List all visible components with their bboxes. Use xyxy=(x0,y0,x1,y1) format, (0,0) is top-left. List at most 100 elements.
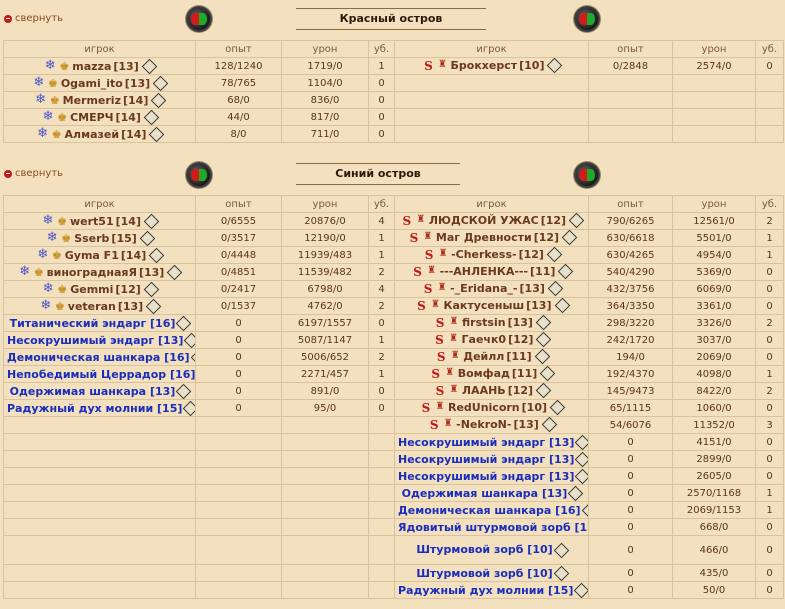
info-icon[interactable] xyxy=(176,383,192,399)
player-entry[interactable]: S ♜ Маг Древности [12] xyxy=(408,230,578,246)
info-icon[interactable] xyxy=(553,542,569,558)
info-icon[interactable] xyxy=(574,582,588,598)
info-icon[interactable] xyxy=(143,109,160,125)
player-name[interactable]: mazza xyxy=(72,59,112,73)
player-entry[interactable]: S ♜ -NekroN- [13] xyxy=(428,417,558,433)
info-icon[interactable] xyxy=(167,264,183,280)
player-entry[interactable]: ❄ ♚ Sserb [15] xyxy=(46,230,156,246)
monster-name[interactable]: Несокрушимый эндарг xyxy=(398,469,546,483)
info-icon[interactable] xyxy=(141,58,158,74)
monster-entry[interactable]: Штурмовой зорб [10] xyxy=(416,567,552,580)
info-icon[interactable] xyxy=(152,75,169,91)
monster-entry[interactable]: Несокрушимый эндарг [13] xyxy=(398,453,574,466)
monster-name[interactable]: Непобедимый Церрадор xyxy=(7,367,167,381)
info-icon[interactable] xyxy=(151,92,167,108)
monster-name[interactable]: Демоническая шанкара xyxy=(398,503,552,517)
player-name[interactable]: wert51 xyxy=(70,214,114,228)
player-entry[interactable]: ❄ ♚ Gyma F1 [14] xyxy=(37,247,165,263)
monster-name[interactable]: Радужный дух молнии xyxy=(7,401,154,415)
player-entry[interactable]: S ♜ -Cherkess- [12] xyxy=(423,247,563,262)
monster-name[interactable]: Несокрушимый эндарг xyxy=(7,333,155,347)
info-icon[interactable] xyxy=(561,230,578,246)
info-icon[interactable] xyxy=(145,298,162,314)
player-name[interactable]: firstsin xyxy=(462,315,506,329)
player-entry[interactable]: ❄ ♚ wert51 [14] xyxy=(42,213,160,229)
info-icon[interactable] xyxy=(190,349,195,365)
monster-entry[interactable]: Несокрушимый эндарг [13] xyxy=(398,470,574,483)
info-icon[interactable] xyxy=(139,230,156,246)
info-icon[interactable] xyxy=(554,298,570,314)
monster-name[interactable]: Одержимая шанкара xyxy=(9,384,147,398)
player-name[interactable]: ---АНЛЕНКА--- xyxy=(439,264,529,278)
player-name[interactable]: Gemmi xyxy=(70,282,114,296)
player-name[interactable]: -NekroN- xyxy=(456,417,512,431)
monster-name[interactable]: Радужный дух молнии xyxy=(398,583,545,597)
info-icon[interactable] xyxy=(176,315,192,331)
player-name[interactable]: -_Eridana_- xyxy=(450,281,518,295)
player-name[interactable]: СМЕРЧ xyxy=(70,110,114,124)
player-entry[interactable]: ❄ ♚ винограднаяЯ [13] xyxy=(19,264,183,280)
monster-entry[interactable]: Непобедимый Церрадор [16] xyxy=(7,368,195,381)
info-icon[interactable] xyxy=(581,502,588,518)
monster-entry[interactable]: Несокрушимый эндарг [13] xyxy=(398,436,574,449)
monster-name[interactable]: Одержимая шанкара xyxy=(401,486,539,500)
monster-entry[interactable]: Демоническая шанкара [16] xyxy=(398,504,581,517)
monster-entry[interactable]: Титанический эндарг [16] xyxy=(10,317,176,330)
player-entry[interactable]: S ♜ ЛААНЬ [12] xyxy=(434,383,552,399)
player-name[interactable]: RedUnicorn xyxy=(447,400,520,414)
player-name[interactable]: Дейлл xyxy=(463,349,505,363)
player-name[interactable]: Sserb xyxy=(74,231,110,245)
player-entry[interactable]: ❄ ♚ Gemmi [12] xyxy=(42,281,160,297)
player-entry[interactable]: ❄ ♚ veteran [13] xyxy=(40,298,162,314)
monster-entry[interactable]: Штурмовой зорб [10] xyxy=(416,543,552,556)
player-name[interactable]: ЛААНЬ xyxy=(461,383,506,397)
info-icon[interactable] xyxy=(558,264,574,280)
player-entry[interactable]: S ♜ -_Eridana_- [13] xyxy=(422,281,564,296)
player-entry[interactable]: S ♜ Вомфад [11] xyxy=(430,366,556,382)
info-icon[interactable] xyxy=(143,281,160,297)
player-entry[interactable]: S ♜ Брокхерст [10] xyxy=(423,58,563,74)
monster-entry[interactable]: Радужный дух молнии [15] xyxy=(398,584,573,597)
monster-name[interactable]: Несокрушимый эндарг xyxy=(398,452,546,466)
info-icon[interactable] xyxy=(547,58,563,74)
player-name[interactable]: Вомфад xyxy=(457,366,510,380)
player-name[interactable]: винограднаяЯ xyxy=(46,265,137,279)
player-name[interactable]: Gyma F1 xyxy=(64,248,119,262)
player-entry[interactable]: S ♜ firstsin [13] xyxy=(434,315,552,331)
player-name[interactable]: Mermeriz xyxy=(62,93,121,107)
monster-name[interactable]: Демоническая шанкара xyxy=(7,350,161,364)
player-entry[interactable]: S ♜ Гаечк0 [12] xyxy=(434,332,552,347)
player-entry[interactable]: S ♜ Дейлл [11] xyxy=(435,349,550,365)
monster-entry[interactable]: Демоническая шанкара [16] xyxy=(7,351,190,364)
monster-entry[interactable]: Ядовитый штурмовой зорб [11] xyxy=(398,520,588,534)
monster-name[interactable]: Несокрушимый эндарг xyxy=(398,435,546,449)
monster-entry[interactable]: Несокрушимый эндарг [13] xyxy=(7,334,183,347)
player-entry[interactable]: S ♜ ---АНЛЕНКА--- [11] xyxy=(412,264,574,280)
monster-entry[interactable]: Одержимая шанкара [13] xyxy=(10,385,176,398)
monster-name[interactable]: Ядовитый штурмовой зорб xyxy=(398,520,571,534)
info-icon[interactable] xyxy=(535,315,552,331)
player-name[interactable]: Брокхерст xyxy=(450,58,518,72)
player-name[interactable]: ЛЮДСКОЙ УЖАС xyxy=(428,213,539,227)
info-icon[interactable] xyxy=(148,247,165,263)
player-entry[interactable]: S ♜ ЛЮДСКОЙ УЖАС [12] xyxy=(401,213,585,228)
player-name[interactable]: Кактусеныш xyxy=(443,298,525,312)
info-icon[interactable] xyxy=(568,485,584,501)
info-icon[interactable] xyxy=(184,332,195,348)
monster-entry[interactable]: Радужный дух молнии [15] xyxy=(7,402,182,415)
info-icon[interactable] xyxy=(534,349,550,365)
info-icon[interactable] xyxy=(541,417,558,433)
info-icon[interactable] xyxy=(539,366,556,382)
player-name[interactable]: Маг Древности xyxy=(435,230,532,244)
info-icon[interactable] xyxy=(575,468,588,484)
monster-name[interactable]: Штурмовой зорб xyxy=(416,566,524,580)
player-entry[interactable]: S ♜ RedUnicorn [10] xyxy=(420,400,566,415)
player-name[interactable]: Гаечк0 xyxy=(461,332,507,346)
player-entry[interactable]: ❄ ♚ Mermeriz [14] xyxy=(35,92,167,108)
player-entry[interactable]: S ♜ Кактусеныш [13] xyxy=(415,298,570,314)
info-icon[interactable] xyxy=(553,565,569,581)
player-entry[interactable]: ❄ ♚ СМЕРЧ [14] xyxy=(42,109,160,125)
info-icon[interactable] xyxy=(143,213,160,229)
player-entry[interactable]: ❄ ♚ Ogami_ito [13] xyxy=(33,75,169,91)
info-icon[interactable] xyxy=(535,383,552,399)
